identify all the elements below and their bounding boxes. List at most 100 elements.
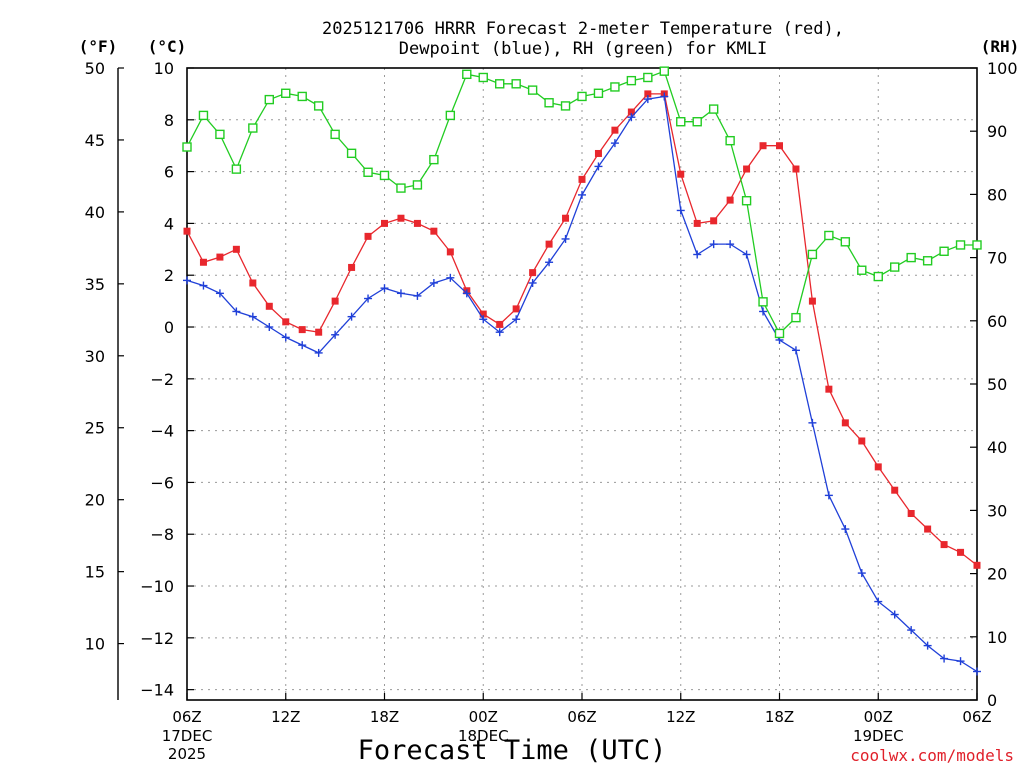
celsius-tick-label: 0 bbox=[164, 318, 174, 337]
dewpoint-point bbox=[643, 95, 652, 104]
time-tick-label: 12Z bbox=[666, 708, 695, 726]
rh-tick-label: 40 bbox=[987, 438, 1007, 457]
temperature-point bbox=[677, 170, 685, 178]
temperature-point bbox=[282, 318, 290, 326]
celsius-tick-label: 4 bbox=[164, 214, 174, 233]
rh-point bbox=[824, 230, 834, 241]
temperature-point bbox=[545, 240, 553, 248]
dewpoint-point bbox=[923, 641, 932, 650]
temperature-point bbox=[710, 217, 718, 225]
rh-point bbox=[692, 117, 702, 127]
temperature-point bbox=[381, 219, 388, 227]
dewpoint-point bbox=[413, 291, 422, 300]
temperature-point bbox=[430, 227, 438, 235]
rh-point bbox=[593, 88, 604, 98]
rh-point bbox=[972, 240, 982, 250]
temperature-point bbox=[644, 90, 652, 98]
rh-point bbox=[478, 72, 488, 83]
rh-unit-label: (RH) bbox=[981, 37, 1020, 56]
celsius-tick-label: −4 bbox=[150, 422, 174, 441]
temperature-point bbox=[594, 149, 602, 157]
dewpoint-point bbox=[890, 610, 899, 619]
rh-point bbox=[198, 110, 209, 121]
rh-tick-label: 70 bbox=[987, 249, 1007, 268]
series-layer bbox=[182, 66, 982, 676]
fahrenheit-tick-label: 20 bbox=[85, 491, 105, 510]
temperature-point bbox=[611, 126, 619, 134]
rh-point bbox=[610, 82, 620, 92]
temperature-point bbox=[726, 196, 734, 204]
rh-tick-label: 80 bbox=[987, 185, 1007, 204]
dewpoint-point bbox=[364, 294, 373, 303]
dewpoint-point bbox=[726, 240, 735, 249]
dewpoint-point bbox=[610, 139, 619, 148]
celsius-tick-label: −12 bbox=[140, 629, 174, 648]
temperature-point bbox=[776, 142, 783, 150]
rh-point bbox=[560, 101, 571, 111]
rh-point bbox=[807, 249, 818, 260]
rh-point bbox=[445, 110, 456, 121]
dewpoint-point bbox=[298, 341, 307, 350]
rh-point bbox=[906, 252, 916, 263]
rh-point bbox=[462, 69, 472, 80]
dewpoint-point bbox=[314, 348, 323, 357]
temperature-point bbox=[924, 525, 932, 533]
temperature-point bbox=[315, 328, 323, 336]
dewpoint-point bbox=[907, 626, 916, 635]
dewpoint-point bbox=[462, 289, 471, 298]
rh-point bbox=[643, 72, 653, 83]
temperature-point bbox=[759, 142, 767, 150]
x-axis-title: Forecast Time (UTC) bbox=[358, 735, 667, 766]
fahrenheit-tick-label: 35 bbox=[85, 275, 105, 294]
rh-point bbox=[774, 328, 785, 339]
temperature-point bbox=[348, 263, 356, 271]
dewpoint-point bbox=[874, 597, 883, 606]
dewpoint-point bbox=[759, 307, 768, 316]
dewpoint-point bbox=[380, 284, 389, 293]
celsius-tick-label: −10 bbox=[140, 577, 174, 596]
rh-point bbox=[939, 246, 949, 256]
dewpoint-point bbox=[331, 330, 340, 339]
rh-point bbox=[577, 91, 587, 102]
dewpoint-point bbox=[940, 654, 949, 663]
temperature-point bbox=[496, 320, 504, 328]
fahrenheit-tick-label: 40 bbox=[85, 203, 105, 222]
series-rh bbox=[182, 66, 982, 339]
time-tick-label: 06Z bbox=[172, 708, 201, 726]
temperature-point bbox=[479, 310, 487, 318]
dewpoint-point bbox=[232, 307, 241, 316]
rh-point bbox=[412, 180, 423, 190]
temperature-point bbox=[183, 227, 191, 235]
dewpoint-point bbox=[545, 258, 554, 267]
temperature-point bbox=[874, 463, 882, 471]
fahrenheit-tick-label: 15 bbox=[85, 563, 105, 582]
celsius-tick-label: −6 bbox=[150, 473, 174, 492]
rh-tick-label: 10 bbox=[987, 628, 1007, 647]
date-label: 17DEC bbox=[162, 727, 213, 745]
temperature-point bbox=[562, 214, 570, 222]
time-tick-label: 00Z bbox=[864, 708, 893, 726]
rh-point bbox=[297, 91, 307, 102]
rh-point bbox=[215, 129, 225, 140]
rh-tick-label: 100 bbox=[987, 59, 1018, 78]
rh-point bbox=[346, 148, 357, 159]
temperature-point bbox=[743, 165, 751, 173]
temperature-point bbox=[512, 305, 520, 313]
temperature-point bbox=[841, 419, 849, 427]
dewpoint-point bbox=[479, 315, 488, 324]
dewpoint-point bbox=[281, 333, 290, 342]
time-tick-label: 06Z bbox=[962, 708, 991, 726]
rh-point bbox=[511, 79, 521, 89]
fahrenheit-unit-label: (°F) bbox=[79, 37, 118, 56]
dewpoint-point bbox=[396, 289, 405, 298]
dewpoint-point bbox=[841, 525, 850, 534]
rh-point bbox=[544, 98, 554, 108]
rh-point bbox=[659, 66, 669, 76]
rh-point bbox=[182, 142, 192, 152]
rh-tick-label: 90 bbox=[987, 122, 1007, 141]
dewpoint-point bbox=[824, 491, 833, 500]
dewpoint-point bbox=[215, 289, 224, 298]
temperature-point bbox=[957, 548, 965, 556]
dewpoint-point bbox=[495, 328, 504, 337]
